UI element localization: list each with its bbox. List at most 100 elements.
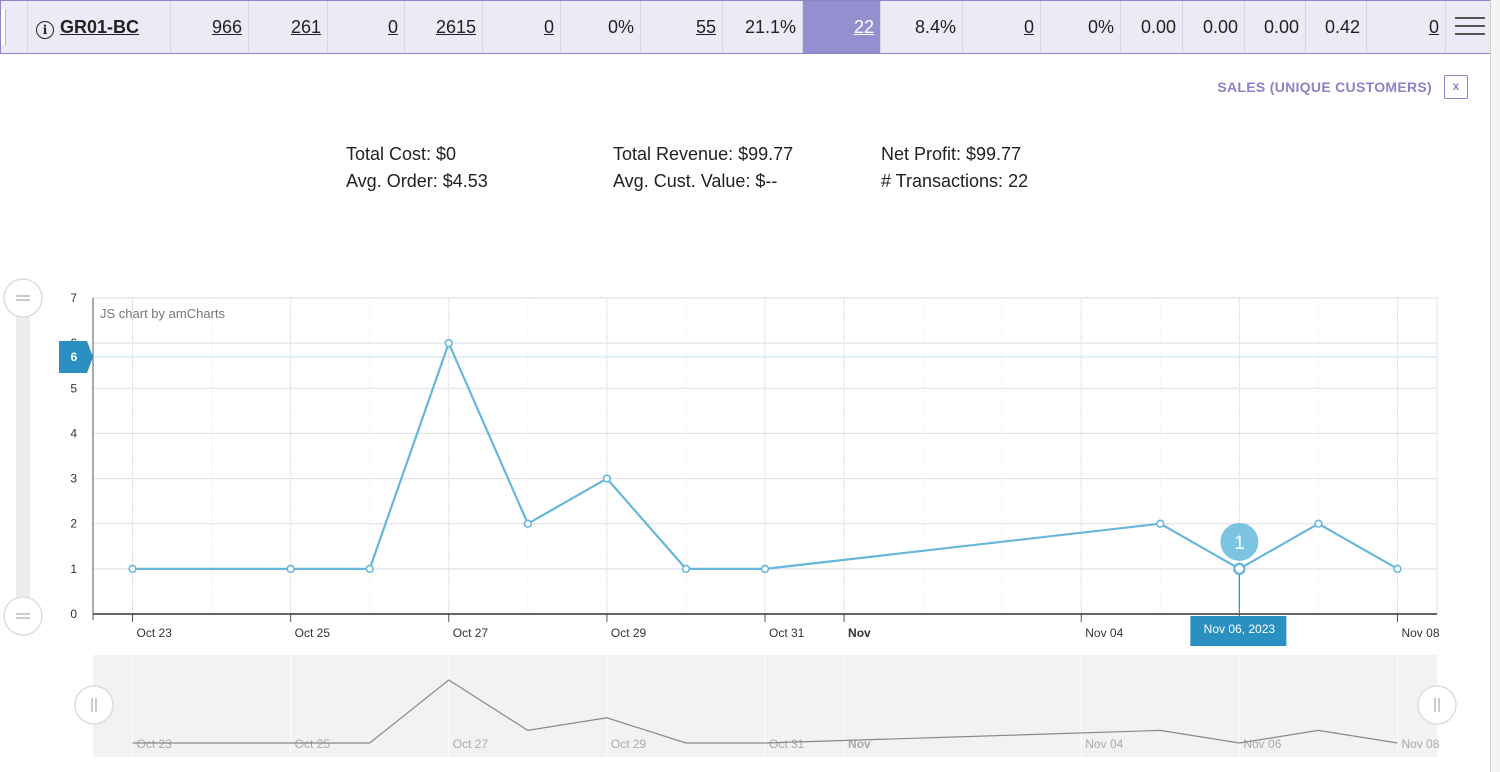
preview-tick-label: Oct 29 — [611, 737, 647, 751]
stat-cell[interactable]: 0 — [483, 1, 561, 53]
summary-col-3: Net Profit: $99.77 # Transactions: 22 — [881, 141, 1028, 195]
preview-line — [132, 679, 1398, 744]
date-cursor-label: Nov 06, 2023 — [1204, 622, 1276, 636]
y-tick-label: 2 — [70, 517, 77, 531]
stats-row: i GR01-BC 966 261 0 2615 0 0% 55 21.1% 22 8.4% 0 0% 0… — [0, 0, 1491, 54]
stat-cell: 0.00 — [1121, 1, 1183, 53]
scrollbar-grip[interactable] — [3, 596, 43, 636]
x-tick-label: Oct 31 — [769, 626, 805, 640]
stat-cell: 21.1% — [723, 1, 803, 53]
data-point[interactable] — [1314, 519, 1323, 528]
chart-credit: JS chart by amCharts — [100, 306, 225, 321]
scrollbar-left-grip[interactable] — [74, 685, 114, 725]
y-cursor-value: 6 — [71, 350, 78, 364]
close-chart-button[interactable]: x — [1444, 75, 1468, 99]
data-point[interactable] — [444, 338, 453, 348]
avg-cust-value: Avg. Cust. Value: $-- — [613, 171, 778, 191]
y-scrollbar-track[interactable] — [16, 298, 30, 616]
stat-cell: 0.00 — [1183, 1, 1245, 53]
campaign-name-cell[interactable]: i GR01-BC — [27, 1, 171, 53]
stat-value: 0.00 — [1202, 17, 1238, 37]
x-tick-label: Nov 08 — [1401, 626, 1439, 640]
stat-cell[interactable]: 261 — [249, 1, 328, 53]
stat-cell: 0.42 — [1306, 1, 1367, 53]
y-tick-label: 5 — [70, 381, 77, 395]
stat-value: 0.00 — [1263, 17, 1299, 37]
y-tick-label: 1 — [70, 562, 77, 576]
summary-col-1: Total Cost: $0 Avg. Order: $4.53 — [346, 141, 488, 195]
stat-value: 22 — [853, 17, 874, 37]
transactions: # Transactions: 22 — [881, 171, 1029, 191]
sales-line-chart[interactable]: 0 1 2 3 4 5 6 7 Oct 23 Oct 25 Oct 27 Oct 29 Oct 31 No… — [0, 270, 1490, 772]
data-point[interactable] — [681, 564, 691, 574]
info-icon[interactable]: i — [36, 21, 54, 39]
stat-cell[interactable]: 22 — [803, 1, 881, 53]
stat-value: 21.1% — [744, 17, 796, 37]
stat-value: 261 — [290, 17, 321, 37]
summary-col-2: Total Revenue: $99.77 Avg. Cust. Value: … — [613, 141, 793, 195]
stat-value: 0% — [607, 17, 634, 37]
hovered-point[interactable] — [1233, 562, 1246, 576]
net-profit: Net Profit: $99.77 — [881, 144, 1022, 164]
total-cost: Total Cost: $0 — [346, 144, 457, 164]
stat-cell[interactable]: 2615 — [405, 1, 483, 53]
stat-value: 8.4% — [914, 17, 956, 37]
data-point[interactable] — [760, 564, 770, 574]
x-tick-label: Nov — [848, 626, 871, 640]
hamburger-menu-icon[interactable] — [1455, 17, 1485, 37]
data-point[interactable] — [1393, 564, 1402, 574]
stat-cell[interactable]: 55 — [641, 1, 723, 53]
avg-order: Avg. Order: $4.53 — [346, 171, 488, 191]
total-revenue: Total Revenue: $99.77 — [613, 144, 794, 164]
stat-cell: 0% — [1041, 1, 1121, 53]
stat-cell: 0% — [561, 1, 641, 53]
row-selector[interactable] — [1, 9, 6, 45]
preview-tick-label: Oct 27 — [453, 737, 489, 751]
data-point[interactable] — [128, 564, 137, 574]
stat-value: 0 — [387, 17, 398, 37]
metric-title: SALES (UNIQUE CUSTOMERS) — [1217, 79, 1432, 95]
y-tick-label: 7 — [70, 291, 77, 305]
page-scrollbar[interactable] — [1490, 0, 1500, 772]
scrollbar-right-grip[interactable] — [1417, 685, 1457, 725]
data-point[interactable] — [1156, 519, 1165, 528]
value-bubble-text: 1 — [1234, 533, 1245, 554]
stat-value: 0% — [1087, 17, 1114, 37]
campaign-name-link[interactable]: GR01-BC — [60, 17, 140, 37]
series-line — [132, 342, 1399, 570]
x-tick-label: Oct 27 — [453, 626, 489, 640]
stat-value: 0 — [1023, 17, 1034, 37]
x-tick-label: Nov 04 — [1085, 626, 1123, 640]
stat-value: 0 — [1428, 17, 1439, 37]
stat-cell: 8.4% — [881, 1, 963, 53]
scrollbar-grip[interactable] — [3, 278, 43, 318]
preview-tick-label: Nov 08 — [1401, 737, 1439, 751]
data-point[interactable] — [286, 564, 295, 574]
x-tick-label: Oct 25 — [295, 626, 331, 640]
stat-value: 966 — [211, 17, 242, 37]
preview-tick-label: Nov — [848, 737, 871, 751]
data-point[interactable] — [523, 519, 533, 528]
stat-cell[interactable]: 0 — [1367, 1, 1446, 53]
y-tick-label: 3 — [70, 472, 77, 486]
preview-tick-label: Nov 04 — [1085, 737, 1123, 751]
stat-value: 0.42 — [1324, 17, 1360, 37]
stat-value: 2615 — [435, 17, 476, 37]
stat-cell[interactable]: 966 — [171, 1, 249, 53]
x-tick-label: Oct 29 — [611, 626, 647, 640]
stat-cell: 0.00 — [1245, 1, 1306, 53]
data-point[interactable] — [602, 474, 612, 483]
y-tick-label: 4 — [70, 426, 77, 440]
y-tick-label: 0 — [70, 607, 77, 621]
preview-tick-label: Oct 23 — [137, 737, 173, 751]
date-cursor-box — [1190, 616, 1287, 646]
value-bubble — [1220, 522, 1259, 561]
stat-value: 0 — [543, 17, 554, 37]
stat-cell[interactable]: 0 — [963, 1, 1041, 53]
stat-cell[interactable]: 0 — [328, 1, 405, 53]
preview-tick-label: Oct 31 — [769, 737, 805, 751]
stat-value: 55 — [695, 17, 716, 37]
data-point[interactable] — [365, 564, 374, 574]
x-tick-label: Oct 23 — [137, 626, 173, 640]
preview-tick-label: Oct 25 — [295, 737, 331, 751]
